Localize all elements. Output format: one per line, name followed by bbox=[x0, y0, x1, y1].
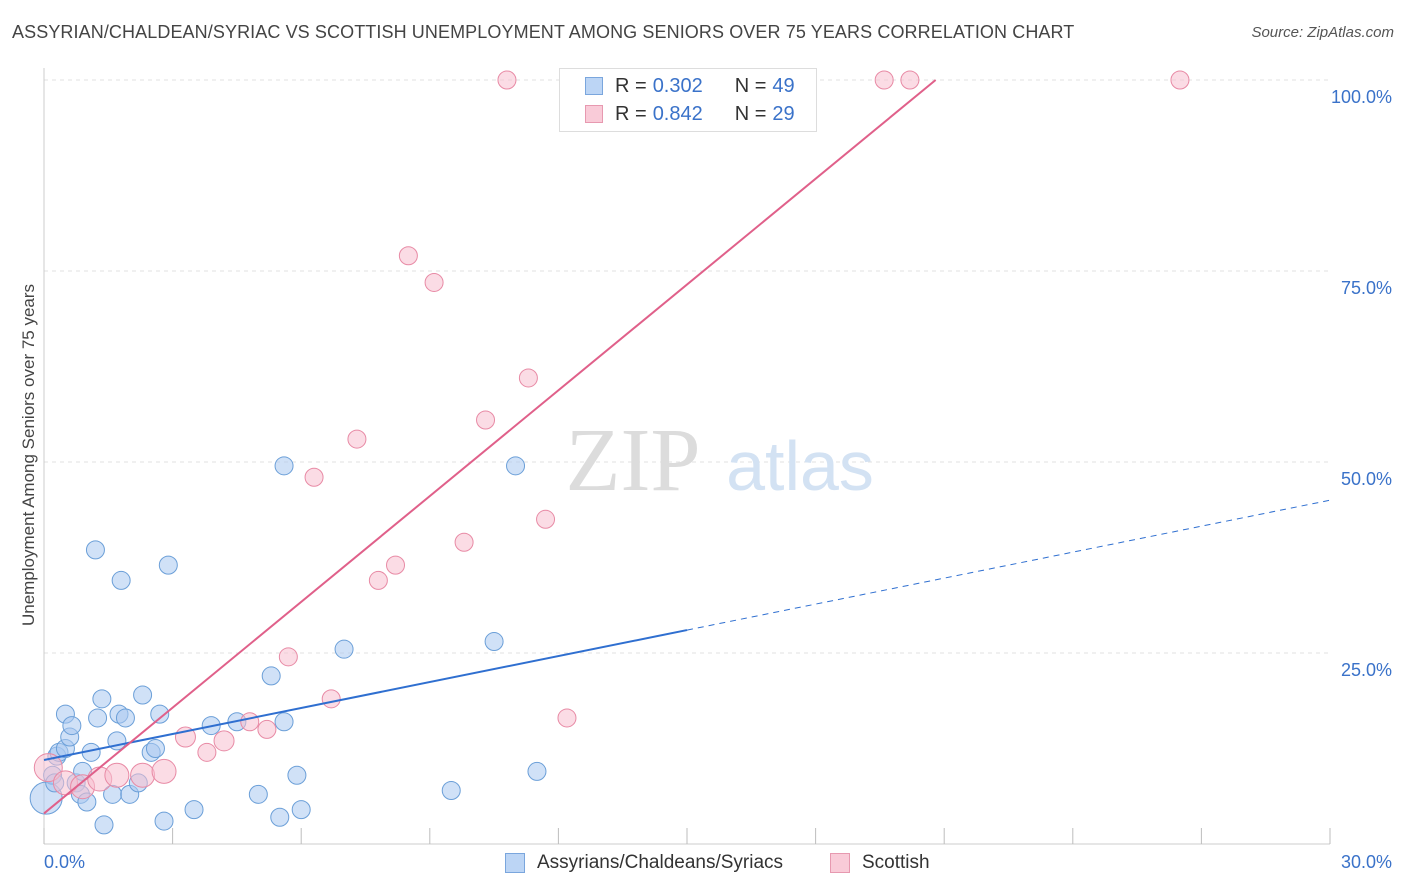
x-tick-label: 0.0% bbox=[44, 852, 85, 872]
point-scottish bbox=[151, 758, 177, 784]
legend-n-value: 29 bbox=[772, 102, 795, 125]
legend-row-series-1: R = 0.302 N = 49 bbox=[585, 74, 795, 98]
y-axis-label: Unemployment Among Seniors over 75 years bbox=[19, 284, 38, 626]
point-scottish bbox=[424, 272, 444, 292]
point-scottish bbox=[398, 246, 418, 266]
source-label: Source: ZipAtlas.com bbox=[1251, 24, 1394, 41]
point-assyrians bbox=[158, 555, 178, 575]
point-scottish bbox=[386, 555, 406, 575]
point-assyrians bbox=[287, 765, 307, 785]
point-scottish bbox=[33, 753, 63, 783]
legend-r-value: 0.842 bbox=[652, 102, 703, 125]
point-assyrians bbox=[184, 800, 204, 820]
point-scottish bbox=[497, 70, 517, 90]
legend-n-label: N = bbox=[734, 74, 767, 97]
point-scottish bbox=[557, 708, 577, 728]
chart-title: ASSYRIAN/CHALDEAN/SYRIAC VS SCOTTISH UNE… bbox=[12, 22, 1075, 42]
y-tick-label: 75.0% bbox=[1341, 278, 1392, 298]
legend-row-series-2: R = 0.842 N = 29 bbox=[585, 102, 795, 126]
point-scottish bbox=[304, 467, 324, 487]
point-assyrians bbox=[62, 716, 82, 736]
y-tick-label: 25.0% bbox=[1341, 660, 1392, 680]
watermark-zip: ZIP bbox=[566, 411, 701, 510]
tick-labels: 25.0% 50.0% 75.0% 100.0% 0.0% 30.0% bbox=[44, 87, 1392, 872]
point-scottish bbox=[874, 70, 894, 90]
gridlines bbox=[44, 79, 1330, 654]
point-scottish bbox=[347, 429, 367, 449]
point-scottish bbox=[1170, 70, 1190, 90]
axes bbox=[43, 68, 1331, 845]
point-assyrians bbox=[334, 639, 354, 659]
point-scottish bbox=[130, 762, 156, 788]
point-scottish bbox=[197, 742, 217, 762]
legend-label-scottish: Scottish bbox=[862, 852, 930, 873]
point-scottish bbox=[454, 532, 474, 552]
point-scottish bbox=[240, 712, 260, 732]
point-scottish bbox=[518, 368, 538, 388]
point-assyrians bbox=[506, 456, 526, 476]
legend-r-value: 0.302 bbox=[652, 74, 703, 97]
trend-line-assyrians-extension bbox=[686, 499, 1331, 631]
point-scottish bbox=[536, 509, 556, 529]
legend-n-value: 49 bbox=[772, 74, 795, 97]
point-assyrians bbox=[154, 811, 174, 831]
point-assyrians bbox=[92, 689, 112, 709]
point-assyrians bbox=[145, 739, 165, 758]
legend-box: R = 0.302 N = 49 R = 0.842 N = 29 bbox=[559, 68, 817, 132]
legend-item-scottish: Scottish bbox=[830, 852, 930, 874]
point-scottish bbox=[104, 762, 130, 788]
point-assyrians bbox=[88, 708, 108, 728]
point-assyrians bbox=[274, 712, 294, 732]
point-assyrians bbox=[291, 800, 311, 820]
point-assyrians bbox=[150, 704, 170, 724]
point-assyrians bbox=[527, 761, 547, 781]
point-assyrians bbox=[274, 456, 294, 476]
point-assyrians bbox=[441, 781, 461, 801]
legend-swatch-blue bbox=[585, 77, 603, 95]
legend-swatch-pink bbox=[585, 105, 603, 123]
watermark: ZIP atlas bbox=[566, 411, 874, 510]
legend-label-assyrians: Assyrians/Chaldeans/Syriacs bbox=[537, 852, 784, 873]
legend-swatch-blue bbox=[505, 853, 525, 873]
point-scottish bbox=[368, 570, 388, 590]
y-tick-label: 50.0% bbox=[1341, 469, 1392, 489]
point-assyrians bbox=[85, 540, 105, 560]
point-assyrians bbox=[270, 807, 290, 827]
watermark-atlas: atlas bbox=[726, 427, 874, 505]
point-assyrians bbox=[115, 708, 135, 728]
point-assyrians bbox=[133, 685, 153, 705]
point-scottish bbox=[257, 719, 277, 739]
legend-r-label: R = bbox=[615, 74, 647, 97]
point-assyrians bbox=[111, 570, 131, 590]
point-scottish bbox=[476, 410, 496, 430]
point-assyrians bbox=[94, 815, 114, 835]
x-tick-label: 30.0% bbox=[1341, 852, 1392, 872]
point-assyrians bbox=[261, 666, 281, 686]
legend-item-assyrians: Assyrians/Chaldeans/Syriacs bbox=[505, 852, 783, 874]
legend-r-label: R = bbox=[615, 102, 647, 125]
trend-line-scottish bbox=[43, 79, 937, 815]
legend-swatch-pink bbox=[830, 853, 850, 873]
legend-n-label: N = bbox=[734, 102, 767, 125]
point-scottish bbox=[321, 689, 341, 709]
trend-lines bbox=[43, 79, 1331, 815]
point-scottish bbox=[900, 70, 920, 90]
point-scottish bbox=[213, 730, 235, 752]
y-tick-label: 100.0% bbox=[1331, 87, 1392, 107]
point-assyrians bbox=[484, 632, 504, 652]
trend-line-assyrians bbox=[43, 629, 688, 761]
point-scottish bbox=[278, 647, 298, 667]
data-points bbox=[29, 70, 1190, 835]
point-assyrians bbox=[248, 784, 268, 804]
